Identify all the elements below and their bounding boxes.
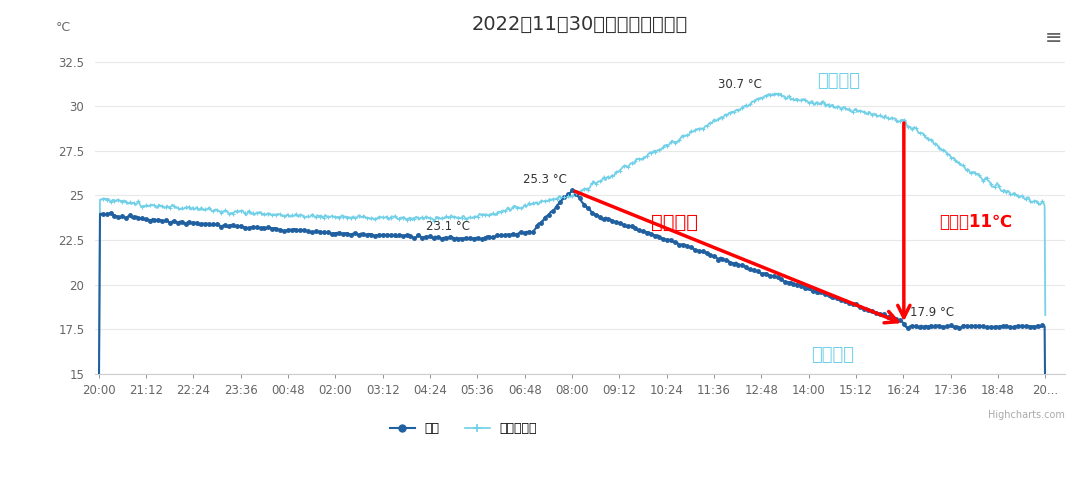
Text: 降幅明显: 降幅明显: [651, 213, 698, 232]
Text: Highcharts.com: Highcharts.com: [988, 410, 1065, 420]
Text: ≡: ≡: [1045, 28, 1063, 48]
Text: 25.3 °C: 25.3 °C: [523, 173, 566, 186]
Text: 30.7 °C: 30.7 °C: [718, 78, 761, 91]
Legend: 温度, 前一天温度: 温度, 前一天温度: [384, 417, 542, 440]
Text: 17.9 °C: 17.9 °C: [909, 306, 954, 319]
Text: 昨日气温: 昨日气温: [816, 72, 860, 90]
Text: 今日气温: 今日气温: [811, 346, 854, 364]
Y-axis label: °C: °C: [56, 21, 71, 34]
Text: 相差近11℃: 相差近11℃: [939, 213, 1012, 231]
Text: 23.1 °C: 23.1 °C: [426, 220, 470, 233]
Title: 2022年11月30日温度时间序列图: 2022年11月30日温度时间序列图: [472, 15, 688, 34]
